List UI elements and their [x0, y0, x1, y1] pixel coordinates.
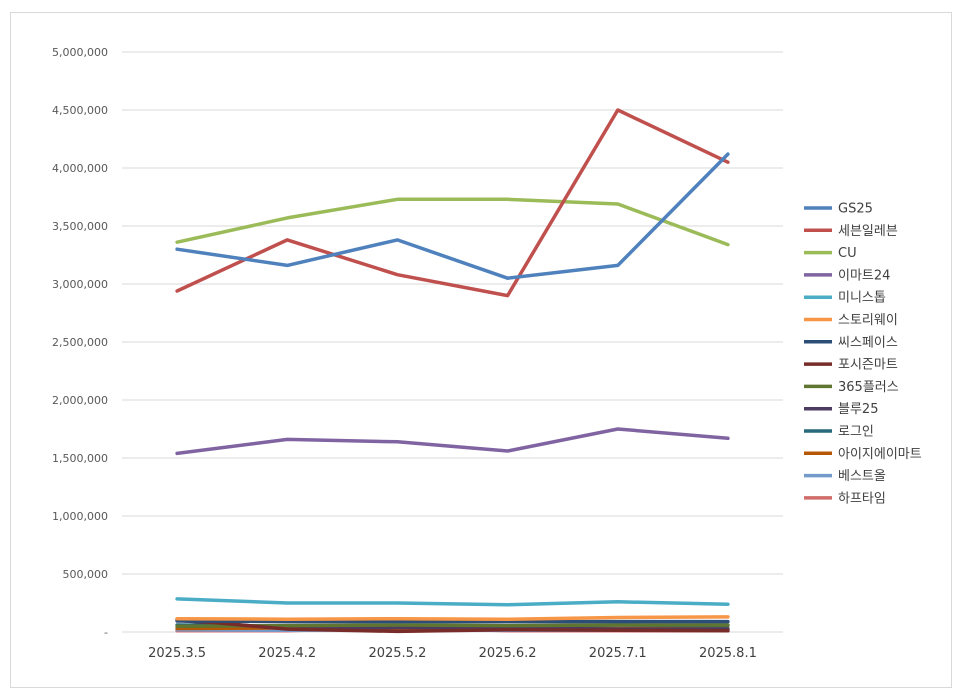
- legend-label: GS25: [838, 202, 873, 217]
- legend-label: CU: [838, 246, 857, 261]
- legend-label: 하프타임: [838, 491, 886, 506]
- series-lines: [175, 108, 730, 634]
- y-tick-label: 4,000,000: [52, 162, 108, 175]
- series-line-7: [175, 617, 730, 634]
- x-axis-ticks: 2025.3.5 2025.4.2 2025.5.2 2025.6.2 2025.7.1…: [148, 646, 757, 661]
- legend-label: 베스트올: [838, 469, 886, 484]
- y-tick-label: 1,000,000: [52, 510, 108, 523]
- legend-label: 포시즌마트: [838, 358, 898, 373]
- x-tick-label: 2025.3.5: [148, 646, 206, 661]
- line-chart: - 500,000 1,000,000 1,500,000 2,000,000 2,500…: [52, 46, 922, 661]
- y-tick-label: 500,000: [63, 568, 109, 581]
- y-tick-label: -: [104, 626, 108, 639]
- y-tick-label: 2,000,000: [52, 394, 108, 407]
- series-line-5: [175, 615, 730, 621]
- gridlines: [122, 51, 783, 633]
- x-tick-label: 2025.5.2: [368, 646, 426, 661]
- series-line-2: [175, 197, 730, 247]
- y-tick-label: 3,000,000: [52, 278, 108, 291]
- y-tick-label: 2,500,000: [52, 336, 108, 349]
- chart-frame: - 500,000 1,000,000 1,500,000 2,000,000 2,500…: [10, 12, 952, 688]
- y-axis-ticks: - 500,000 1,000,000 1,500,000 2,000,000 2,500…: [52, 46, 108, 639]
- legend-label: 미니스톱: [838, 291, 886, 306]
- legend-label: 로그인: [838, 425, 874, 440]
- series-line-3: [175, 427, 730, 456]
- series-line-6: [175, 619, 730, 624]
- x-tick-label: 2025.7.1: [589, 646, 647, 661]
- y-tick-label: 5,000,000: [52, 46, 108, 59]
- legend-label: 스토리웨이: [838, 313, 898, 328]
- x-tick-label: 2025.4.2: [258, 646, 316, 661]
- legend-label: 씨스페이스: [838, 335, 898, 350]
- legend-label: 아이지에이마트: [838, 447, 922, 462]
- legend-label: 365플러스: [838, 380, 899, 395]
- y-tick-label: 4,500,000: [52, 104, 108, 117]
- legend-label: 세븐일레븐: [838, 224, 898, 239]
- series-line-4: [175, 597, 730, 607]
- legend-label: 블루25: [838, 402, 878, 417]
- series-line-0: [175, 152, 730, 280]
- series-line-1: [175, 108, 730, 298]
- legend-label: 이마트24: [838, 268, 890, 283]
- y-tick-label: 3,500,000: [52, 220, 108, 233]
- x-tick-label: 2025.6.2: [479, 646, 537, 661]
- y-tick-label: 1,500,000: [52, 452, 108, 465]
- x-tick-label: 2025.8.1: [699, 646, 757, 661]
